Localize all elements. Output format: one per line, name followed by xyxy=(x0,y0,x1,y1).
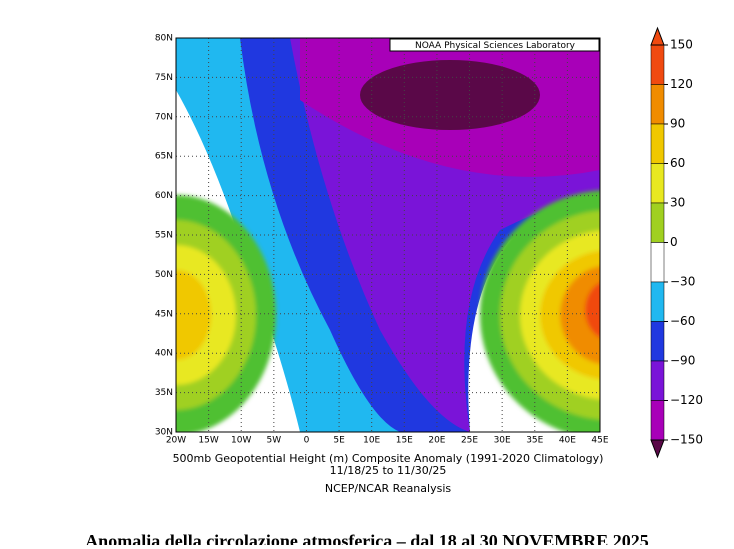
colorbar-label: −90 xyxy=(670,354,695,368)
lat-label: 35N xyxy=(155,388,173,398)
page-title: Anomalia della circolazione atmosferica … xyxy=(85,531,649,545)
colorbar-label: 90 xyxy=(670,117,685,131)
lon-label: 45E xyxy=(591,436,608,446)
lon-label: 0 xyxy=(304,436,310,446)
colorbar-label: −120 xyxy=(670,393,703,407)
anomaly-field xyxy=(176,38,600,432)
colorbar-label: −150 xyxy=(670,433,703,447)
colorbar-segment xyxy=(650,321,665,362)
lon-label: 40E xyxy=(559,436,576,446)
lat-label: 50N xyxy=(155,270,173,280)
colorbar-label: −60 xyxy=(670,314,695,328)
lon-label: 15W xyxy=(198,436,218,446)
lat-label: 65N xyxy=(155,152,173,162)
colorbar-label: 150 xyxy=(670,38,693,52)
lon-label: 5W xyxy=(267,436,282,446)
colorbar-top-arrow xyxy=(650,26,665,46)
lat-label: 55N xyxy=(155,231,173,241)
lon-label: 15E xyxy=(396,436,413,446)
colorbar-label: 0 xyxy=(670,235,678,249)
lon-label: 25E xyxy=(461,436,478,446)
colorbar-segment xyxy=(650,242,665,283)
lat-label: 30N xyxy=(155,428,173,438)
lat-label: 70N xyxy=(155,112,173,122)
colorbar-segment xyxy=(650,84,665,125)
colorbar-label: 30 xyxy=(670,196,685,210)
colorbar-segment xyxy=(650,44,665,85)
lon-label: 35E xyxy=(526,436,543,446)
credit: NOAA Physical Sciences Laboratory xyxy=(415,41,576,51)
colorbar-segment xyxy=(650,281,665,322)
lat-label: 60N xyxy=(155,191,173,201)
credit-box xyxy=(389,38,600,52)
colorbar-label: −30 xyxy=(670,275,695,289)
lon-label: 30E xyxy=(494,436,511,446)
caption: NCEP/NCAR Reanalysis xyxy=(325,482,451,495)
caption: 11/18/25 to 11/30/25 xyxy=(330,464,447,477)
colorbar-segment xyxy=(650,400,665,441)
colorbar-segment xyxy=(650,360,665,401)
caption: 500mb Geopotential Height (m) Composite … xyxy=(173,452,604,465)
lon-label: 20E xyxy=(428,436,445,446)
lon-label: 10E xyxy=(363,436,380,446)
lat-label: 75N xyxy=(155,73,173,83)
lon-label: 10W xyxy=(231,436,251,446)
colorbar-segment xyxy=(650,163,665,204)
map-frame xyxy=(175,37,601,433)
colorbar-segment xyxy=(650,123,665,164)
lon-label: 20W xyxy=(166,436,186,446)
lat-label: 45N xyxy=(155,309,173,319)
lat-label: 40N xyxy=(155,349,173,359)
lat-label: 80N xyxy=(155,34,173,44)
colorbar-label: 60 xyxy=(670,156,685,170)
colorbar-segment xyxy=(650,202,665,243)
colorbar-label: 120 xyxy=(670,77,693,91)
lon-label: 5E xyxy=(333,436,345,446)
colorbar-bottom-arrow xyxy=(650,439,665,459)
